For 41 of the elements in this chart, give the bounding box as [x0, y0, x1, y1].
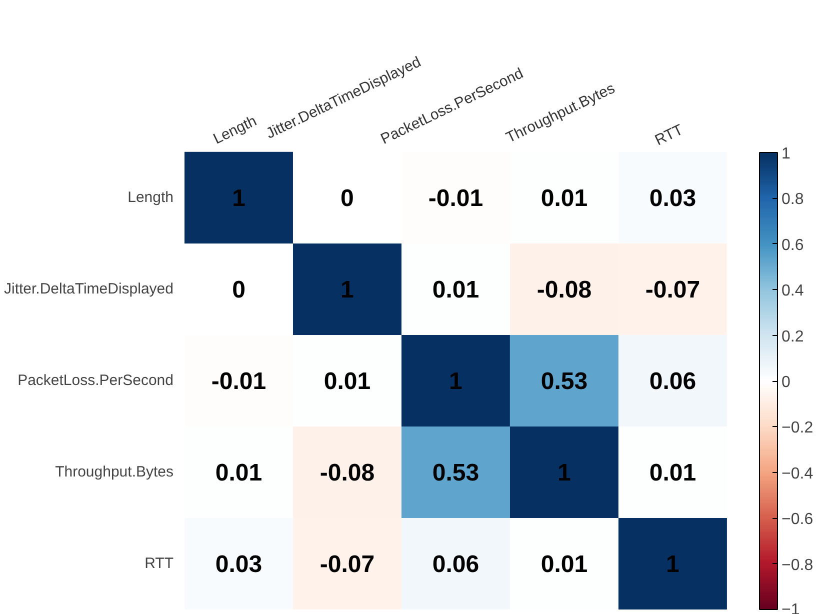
data-label: 0.01: [540, 551, 588, 578]
data-label: -0.08: [536, 276, 592, 304]
data-label: 0.01: [432, 276, 480, 304]
data-label: -0.07: [320, 551, 375, 578]
data-label: 1: [232, 185, 246, 212]
y-tick-label: PacketLoss.PerSecond: [18, 372, 174, 390]
y-tick-label: Jitter.DeltaTimeDisplayed: [4, 280, 174, 298]
data-label: -0.08: [320, 460, 375, 487]
color-bar-label: 0.4: [782, 282, 804, 300]
data-label: 0.01: [324, 368, 371, 396]
color-bar-label: 1: [782, 146, 790, 162]
y-tick-label: Length: [128, 189, 174, 206]
data-label: -0.07: [645, 276, 700, 304]
color-bar-label: −0.8: [782, 556, 814, 574]
data-label: 0: [232, 276, 246, 304]
data-label: 0.06: [432, 551, 480, 578]
color-bar-label: 0: [782, 374, 790, 391]
data-label: 0: [340, 185, 354, 212]
color-bar-label: −0.6: [782, 511, 814, 528]
data-label: 0.53: [432, 460, 480, 487]
data-label: 0.01: [215, 460, 262, 487]
data-label: 0.03: [649, 185, 696, 212]
y-tick-label: RTT: [144, 555, 174, 572]
color-bar-label: 0.2: [782, 328, 804, 346]
data-label: 1: [449, 368, 462, 396]
color-bar-label: −0.2: [782, 420, 814, 437]
x-tick-label: RTT: [652, 121, 686, 150]
data-label: -0.01: [211, 368, 266, 396]
color-bar-label: −0.4: [782, 465, 814, 482]
color-bar-label: 0.6: [782, 236, 804, 254]
data-label: 0.01: [649, 460, 696, 487]
color-bar-label: 0.8: [782, 191, 804, 208]
data-label: 1: [666, 551, 680, 578]
data-label: 0.03: [215, 551, 262, 578]
data-label: 0.53: [540, 368, 588, 396]
data-label: -0.01: [428, 185, 484, 212]
data-label: 0.06: [649, 368, 696, 396]
y-tick-label: Throughput.Bytes: [55, 464, 174, 481]
data-label: 0.01: [540, 185, 588, 212]
data-label: 1: [340, 276, 354, 304]
data-label: 1: [558, 460, 571, 487]
